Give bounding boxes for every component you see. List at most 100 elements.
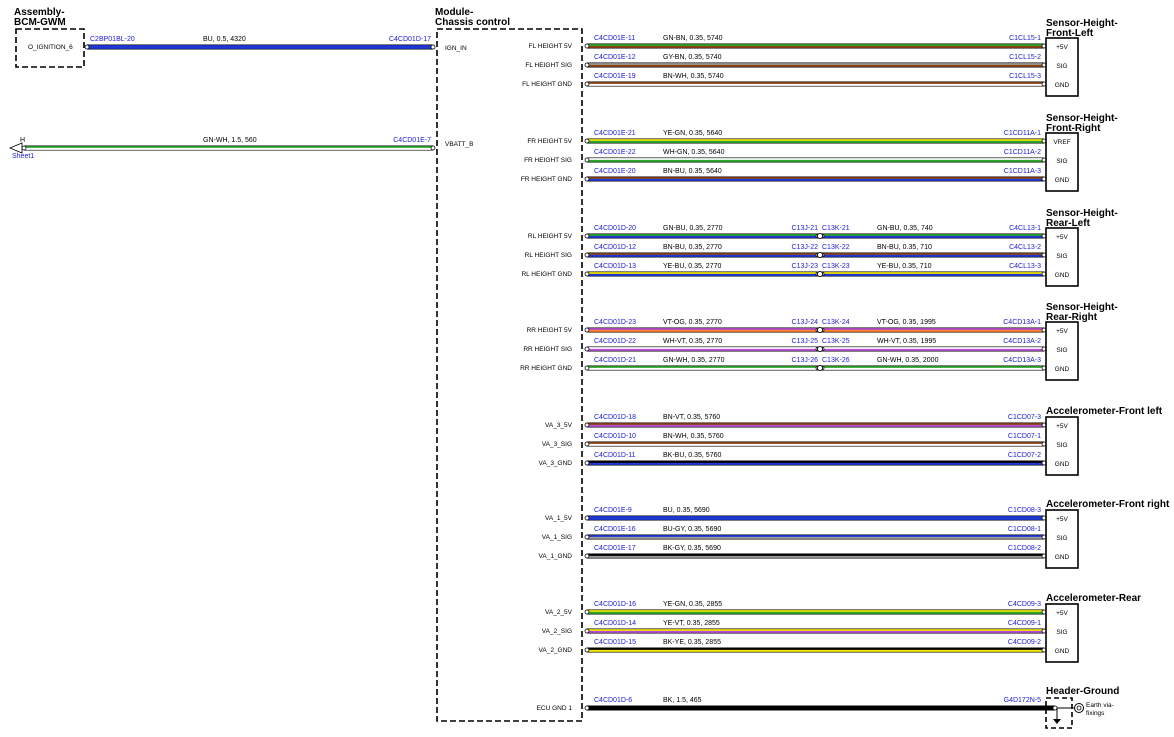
module-pin-afr-0: VA_1_5V [545, 515, 573, 522]
module-pin-rl-1: RL HEIGHT SIG [525, 252, 572, 259]
wire-rl-2-a[interactable] [584, 271, 821, 277]
wire-afl-0[interactable] [584, 422, 1047, 428]
wire-rl-0-a[interactable] [584, 233, 821, 239]
sheet-ref-link[interactable]: Sheet1 [12, 153, 34, 160]
module-pin-rr-2: RR HEIGHT GND [520, 365, 572, 372]
group-title-rr: Sensor-Height- [1046, 302, 1118, 313]
conn-label-fr-2: C4CD01E-20 [594, 168, 636, 175]
conn-end-label-ecu-gnd: G4D172N-5 [1004, 697, 1041, 704]
wire-afr-1[interactable] [584, 534, 1047, 540]
wire-spec-vbatt: GN-WH, 1.5, 560 [203, 137, 257, 144]
wire-spec-rl-1: BN-BU, 0.35, 2770 [663, 244, 722, 251]
wire-ecu-gnd-1[interactable] [584, 705, 1058, 711]
component-pin-afr-1: SIG [1056, 535, 1067, 542]
splice-a-label-rl-2: C13J-23 [792, 263, 819, 270]
component-pin-fr-0: VREF [1053, 139, 1070, 146]
wire-fl-2[interactable] [584, 81, 1047, 87]
wire-rr-0-a[interactable] [584, 327, 821, 333]
splice-b-label-rr-0: C13K-24 [822, 319, 850, 326]
inline-connector-rr-0[interactable] [816, 326, 824, 334]
module-pin-ign-in: IGN_IN [445, 45, 467, 52]
component-pin-afl-1: SIG [1056, 442, 1067, 449]
wire-rr-2-b[interactable] [819, 365, 1047, 371]
conn-end-label-rl-1: C4CL13-2 [1009, 244, 1041, 251]
wire-ar-2[interactable] [584, 647, 1047, 653]
bcm-title-line-2: BCM-GWM [14, 17, 66, 28]
inline-connector-rl-0[interactable] [816, 232, 824, 240]
conn-end-label-rr-1: C4CD13A-2 [1003, 338, 1041, 345]
wire-spec-fr-2: BN-BU, 0.35, 5640 [663, 168, 722, 175]
conn-end-label-rl-0: C4CL13-1 [1009, 225, 1041, 232]
wire-rr-2-a[interactable] [584, 365, 821, 371]
wire-fr-0[interactable] [584, 138, 1047, 144]
conn-label-fr-0: C4CD01E-21 [594, 130, 636, 137]
ground-header-box [1045, 697, 1073, 729]
wire-rl-1-b[interactable] [819, 252, 1047, 258]
conn-label-ar-2: C4CD01D-15 [594, 639, 636, 646]
component-boxes-layer: Sensor-Height-Front-Left+5VSIGGNDSensor-… [1045, 18, 1170, 663]
component-pin-fr-1: SIG [1056, 158, 1067, 165]
component-pin-rr-2: GND [1055, 366, 1070, 373]
module-pin-rr-1: RR HEIGHT SIG [523, 346, 572, 353]
conn-label-ar-1: C4CD01D-14 [594, 620, 636, 627]
component-pin-fl-2: GND [1055, 82, 1070, 89]
component-pin-ar-2: GND [1055, 648, 1070, 655]
ground-title: Header-Ground [1046, 686, 1119, 697]
wire-rl-2-b[interactable] [819, 271, 1047, 277]
component-pin-ar-0: +5V [1056, 610, 1068, 617]
wire-vbatt-b[interactable] [21, 145, 436, 151]
group-title-afr: Accelerometer-Front right [1046, 499, 1170, 510]
wire-afr-0[interactable] [584, 515, 1047, 521]
component-box-afl [1045, 416, 1079, 476]
conn-end-label-afl-2: C1CD07-2 [1008, 452, 1041, 459]
conn-end-label-fr-0: C1CD11A-1 [1004, 130, 1041, 137]
splice-b-label-rr-2: C13K-26 [822, 357, 850, 364]
inline-connector-rl-1[interactable] [816, 251, 824, 259]
wire-fl-1[interactable] [584, 62, 1047, 68]
wire-spec-fr-1: WH-GN, 0.35, 5640 [663, 149, 725, 156]
group-title-fl: Sensor-Height- [1046, 18, 1118, 29]
wire-rr-0-b[interactable] [819, 327, 1047, 333]
splice-b-label-rl-0: C13K-21 [822, 225, 850, 232]
wire-afl-1[interactable] [584, 441, 1047, 447]
wire-fr-1[interactable] [584, 157, 1047, 163]
wire-spec-afl-0: BN-VT, 0.35, 5760 [663, 414, 720, 421]
ground-layer: Header-Ground Earth via-fixings [1045, 686, 1119, 729]
bcm-pin-label: O_IGNITION_6 [28, 44, 73, 51]
component-box-afr [1045, 509, 1079, 569]
wire-rl-0-b[interactable] [819, 233, 1047, 239]
splice-b-label-rr-1: C13K-25 [822, 338, 850, 345]
wire-spec2-rr-1: WH-VT, 0.35, 1995 [877, 338, 936, 345]
conn-label-rl-2: C4CD01D-13 [594, 263, 636, 270]
wire-spec-afr-2: BK-GY, 0.35, 5690 [663, 545, 721, 552]
wire-rl-1-a[interactable] [584, 252, 821, 258]
sheet-ref-arrow-icon[interactable] [8, 142, 23, 154]
wire-afr-2[interactable] [584, 553, 1047, 559]
module-title-line-1: Module- [435, 7, 473, 18]
inline-connector-rr-2[interactable] [816, 364, 824, 372]
wire-rr-1-a[interactable] [584, 346, 821, 352]
component-pin-afr-0: +5V [1056, 516, 1068, 523]
wire-spec-ecu-gnd: BK, 1.5, 465 [663, 697, 702, 704]
wire-spec-fl-0: GN-BN, 0.35, 5740 [663, 35, 723, 42]
conn-end-label-rr-0: C4CD13A-1 [1003, 319, 1041, 326]
wire-ar-0[interactable] [584, 609, 1047, 615]
conn-label-afr-1: C4CD01E-16 [594, 526, 636, 533]
bcm-title-line-1: Assembly- [14, 7, 65, 18]
inline-connector-rl-2[interactable] [816, 270, 824, 278]
inline-connector-rr-1[interactable] [816, 345, 824, 353]
wire-spec-rl-0: GN-BU, 0.35, 2770 [663, 225, 723, 232]
group-title-fr: Sensor-Height- [1046, 113, 1118, 124]
wire-ign-in[interactable] [84, 44, 436, 50]
module-pin-ar-1: VA_2_SIG [542, 628, 572, 635]
wire-ar-1[interactable] [584, 628, 1047, 634]
wire-spec-rr-1: WH-VT, 0.35, 2770 [663, 338, 722, 345]
component-pin-afl-2: GND [1055, 461, 1070, 468]
wire-afl-2[interactable] [584, 460, 1047, 466]
wire-fl-0[interactable] [584, 43, 1047, 49]
wire-fr-2[interactable] [584, 176, 1047, 182]
wire-rr-1-b[interactable] [819, 346, 1047, 352]
conn-label-afr-0: C4CD01E-9 [594, 507, 632, 514]
conn-end-label-afl-0: C1CD07-3 [1008, 414, 1041, 421]
component-pin-rl-1: SIG [1056, 253, 1067, 260]
